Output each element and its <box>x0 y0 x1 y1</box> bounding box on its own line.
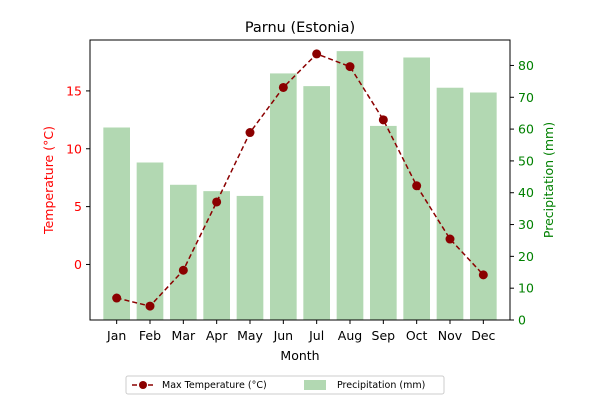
axes: Jan Feb Mar Apr May Jun Jul Aug Sep Oct Nov Dec 0 5 10… <box>66 39 534 343</box>
y-axis-left-label: Temperature (°C) <box>41 126 56 235</box>
precipitation-bars <box>103 51 497 321</box>
x-tick-label-aug: Aug <box>338 328 362 343</box>
chart-title: Parnu (Estonia) <box>245 20 355 36</box>
temperature-point-dec <box>478 270 488 280</box>
legend-precipitation-label: Precipitation (mm) <box>337 380 425 391</box>
precipitation-bar-jun <box>270 73 297 320</box>
precipitation-bar-aug <box>336 51 364 321</box>
x-tick-label-mar: Mar <box>172 328 196 343</box>
precipitation-bar-sep <box>370 125 397 320</box>
precipitation-bar-jan <box>103 127 130 320</box>
x-tick-label-jul: Jul <box>308 328 324 343</box>
precipitation-bar-may <box>236 195 264 320</box>
legend-frame <box>125 375 445 395</box>
x-tick-label-dec: Dec <box>471 328 495 343</box>
legend-precipitation-swatch <box>304 380 326 390</box>
temperature-point-jul <box>312 49 322 59</box>
temperature-point-mar <box>178 265 188 275</box>
precipitation-bar-feb <box>136 162 164 320</box>
temperature-point-apr <box>212 197 222 207</box>
x-tick-label-feb: Feb <box>139 328 161 343</box>
x-tick-label-nov: Nov <box>438 328 463 343</box>
y-right-tick-label-60: 60 <box>518 122 534 137</box>
y-left-tick-label-0: 0 <box>74 257 82 272</box>
x-tick-label-apr: Apr <box>206 328 228 343</box>
temperature-point-oct <box>412 181 422 191</box>
precipitation-bar-dec <box>470 92 497 320</box>
y-right-tick-label-20: 20 <box>518 249 534 264</box>
y-axis-right-label: Precipitation (mm) <box>541 122 556 238</box>
legend-temperature-label: Max Temperature (°C) <box>162 380 267 391</box>
temperature-point-nov <box>445 234 455 244</box>
y-left-tick-label-5: 5 <box>74 199 82 214</box>
legend: Max Temperature (°C) Precipitation (mm) <box>125 375 445 395</box>
temperature-point-jan <box>112 293 122 303</box>
x-axis-label: Month <box>280 348 319 363</box>
temperature-line <box>112 49 488 311</box>
precipitation-bar-mar <box>170 184 197 320</box>
precipitation-bar-nov <box>436 87 464 321</box>
y-right-tick-label-50: 50 <box>518 153 534 168</box>
legend-temperature-marker <box>139 381 147 389</box>
y-left-tick-label-15: 15 <box>66 83 82 98</box>
x-tick-label-sep: Sep <box>372 328 396 343</box>
precipitation-bar-apr <box>203 191 230 320</box>
precipitation-bar-jul <box>303 86 330 321</box>
x-tick-label-jan: Jan <box>106 328 126 343</box>
y-right-tick-label-30: 30 <box>518 217 534 232</box>
y-right-tick-label-70: 70 <box>518 90 534 105</box>
x-tick-label-jun: Jun <box>273 328 294 343</box>
plot-frame <box>89 39 511 321</box>
y-right-tick-label-40: 40 <box>518 185 534 200</box>
temperature-line-path <box>116 53 484 307</box>
y-left-tick-label-10: 10 <box>66 141 82 156</box>
y-right-tick-label-10: 10 <box>518 281 534 296</box>
y-right-tick-label-0: 0 <box>518 313 526 328</box>
temperature-point-may <box>245 128 255 138</box>
y-right-tick-label-80: 80 <box>518 58 534 73</box>
x-tick-label-may: May <box>237 328 263 343</box>
temperature-point-jun <box>278 82 288 92</box>
temperature-point-sep <box>378 115 388 125</box>
x-tick-label-oct: Oct <box>406 328 428 343</box>
temperature-point-aug <box>345 62 355 72</box>
temperature-point-feb <box>145 301 155 311</box>
